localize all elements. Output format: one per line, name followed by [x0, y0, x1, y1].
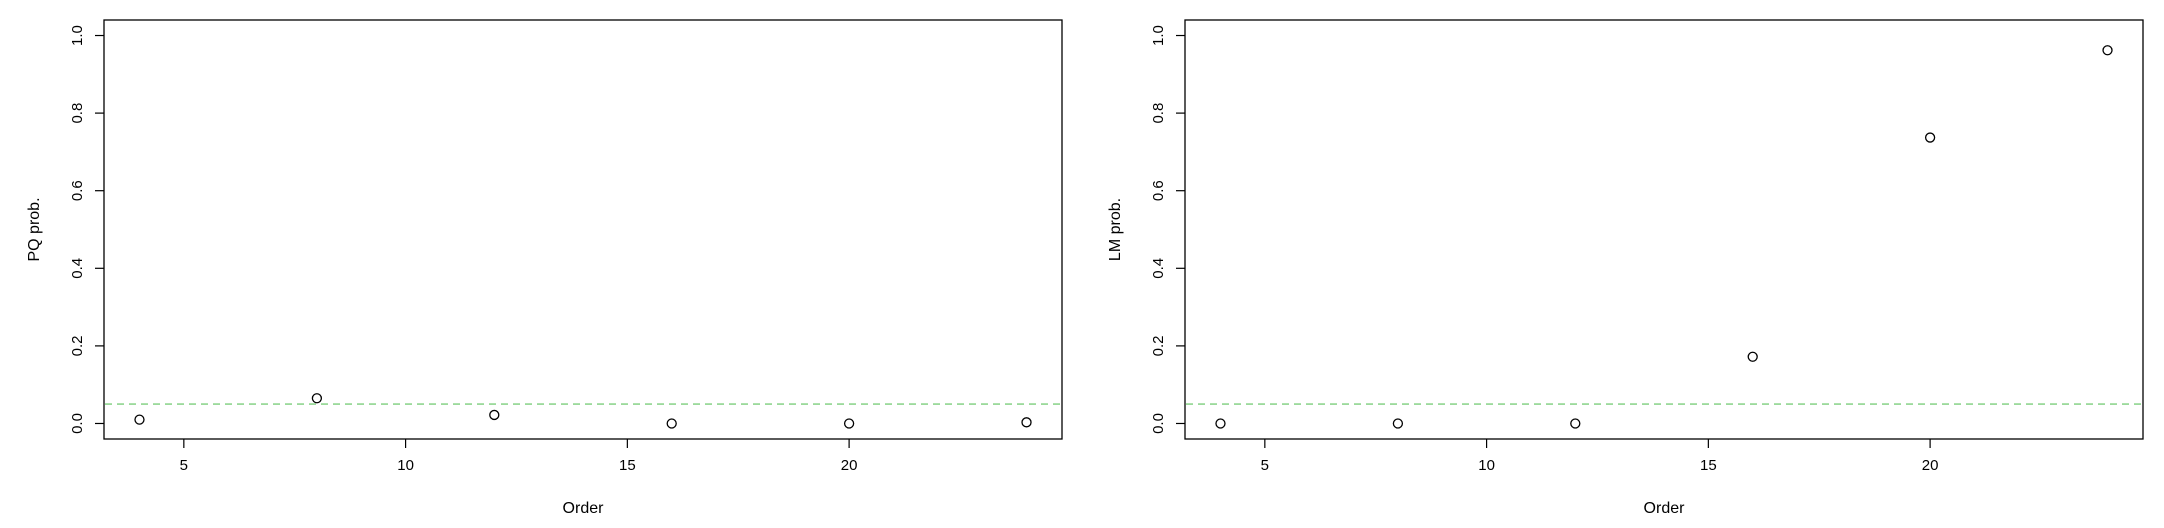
y-tick-label: 0.6	[1150, 180, 1167, 201]
data-point	[1021, 417, 1032, 428]
data-point	[1570, 418, 1581, 429]
data-point	[134, 414, 145, 425]
y-axis-title: LM prob.	[1107, 198, 1124, 261]
data-point	[489, 409, 500, 421]
data-point	[2102, 45, 2113, 56]
y-axis-title: PQ prob.	[26, 197, 43, 261]
y-tick-label: 0.8	[1150, 103, 1167, 124]
data-point	[666, 418, 677, 429]
data-point	[1215, 418, 1226, 429]
x-tick-label: 15	[1700, 457, 1717, 474]
plot-panel-1: 5 10 15 20 0.0 0.2 0.4 0.6 0.8 1.0 Order PQ prob.	[26, 19, 1063, 517]
y-tick-label: 0.2	[1150, 335, 1167, 356]
plot-panel-2: 5 10 15 20 0.0 0.2 0.4 0.6 0.8 1.0 Order LM prob.	[1107, 19, 2144, 517]
data-point	[1924, 132, 1936, 143]
data-point	[843, 418, 855, 429]
y-tick-label: 1.0	[69, 25, 86, 46]
y-tick-label: 0.4	[69, 258, 86, 279]
plot-frame	[1184, 19, 2144, 440]
x-axis-title: Order	[1644, 500, 1686, 517]
x-tick-label: 5	[1261, 457, 1269, 474]
plot-frame	[103, 19, 1063, 440]
x-axis-title: Order	[563, 500, 605, 517]
x-tick-label: 10	[397, 457, 414, 474]
data-point	[1392, 418, 1404, 429]
y-tick-label: 1.0	[1150, 25, 1167, 46]
y-tick-label: 0.0	[69, 413, 86, 434]
data-point	[1747, 351, 1758, 362]
y-tick-label: 0.4	[1150, 258, 1167, 279]
y-tick-label: 0.6	[69, 180, 86, 201]
x-tick-label: 20	[841, 457, 858, 474]
y-tick-label: 0.8	[69, 103, 86, 124]
x-tick-label: 10	[1478, 457, 1495, 474]
data-point	[311, 393, 323, 404]
x-tick-label: 5	[180, 457, 188, 474]
x-tick-label: 15	[619, 457, 636, 474]
x-tick-label: 20	[1922, 457, 1939, 474]
y-tick-label: 0.0	[1150, 413, 1167, 434]
y-tick-label: 0.2	[69, 335, 86, 356]
